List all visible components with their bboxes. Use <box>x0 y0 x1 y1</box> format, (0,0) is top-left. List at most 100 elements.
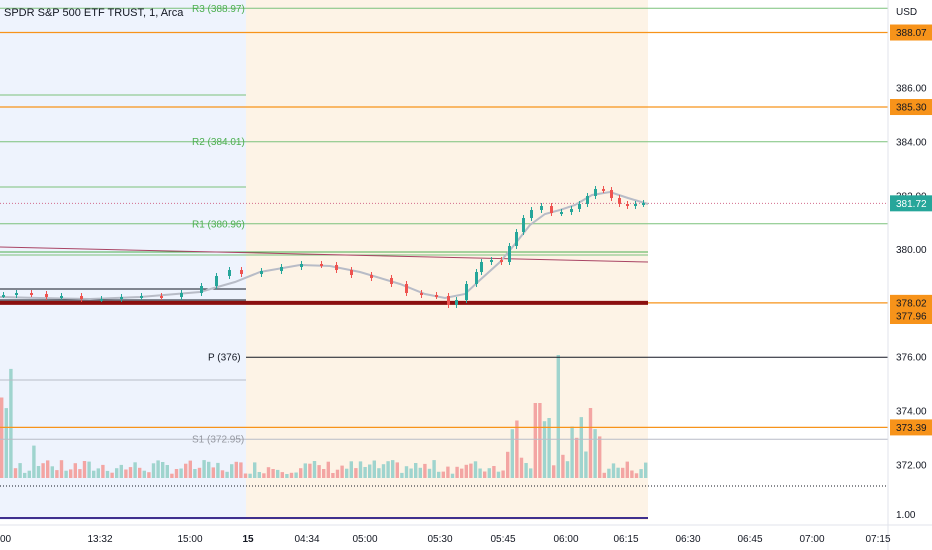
volume-bar <box>96 468 100 478</box>
volume-bar <box>400 472 404 478</box>
price-badge-label: 378.02 <box>896 298 927 309</box>
pivot-label: S1 (372.95) <box>192 435 244 446</box>
time-tick-label: 15 <box>242 534 254 545</box>
volume-bar <box>308 463 312 478</box>
volume-bar <box>547 418 551 478</box>
candle-body <box>480 262 483 272</box>
volume-bar <box>101 464 105 478</box>
candle-body <box>420 293 423 295</box>
candle-body <box>570 209 573 212</box>
volume-bar <box>124 469 128 478</box>
volume-bar <box>151 463 156 478</box>
volume-bar <box>584 451 588 478</box>
time-tick-label: 06:30 <box>675 534 700 545</box>
volume-bar <box>179 468 183 478</box>
volume-bar <box>207 461 211 478</box>
time-tick-label: 07:00 <box>799 534 824 545</box>
candle-body <box>405 284 408 293</box>
volume-bar <box>621 467 625 478</box>
candle-body <box>160 296 163 298</box>
volume-bar <box>386 461 390 478</box>
candle-body <box>260 271 263 274</box>
volume-bar <box>239 462 243 478</box>
volume-bar <box>165 465 169 478</box>
candle-body <box>550 206 553 213</box>
volume-bar <box>105 470 110 478</box>
volume-bar <box>225 471 229 478</box>
volume-bar <box>69 469 73 478</box>
symbol-title[interactable]: SPDR S&P 500 ETF TRUST, 1, Arca <box>4 7 184 19</box>
volume-bar <box>533 403 537 478</box>
time-tick-label: 07:15 <box>865 534 890 545</box>
volume-bar <box>496 471 501 478</box>
candle-body <box>335 265 338 270</box>
volume-bar <box>487 468 491 478</box>
volume-bar <box>460 468 464 478</box>
candle-body <box>618 198 621 204</box>
volume-bar <box>644 462 648 478</box>
volume-bar <box>234 461 238 478</box>
volume-bar <box>128 467 133 478</box>
volume-bar <box>372 460 376 478</box>
price-badge-label: 373.39 <box>896 423 927 434</box>
volume-bar <box>110 472 114 478</box>
indicator-tick-label: 1.00 <box>896 510 916 521</box>
candle-body <box>300 264 303 267</box>
time-tick-label: 00 <box>0 534 12 545</box>
price-badge <box>890 308 932 324</box>
volume-bar <box>345 468 349 478</box>
volume-bar <box>257 472 261 478</box>
volume-bar <box>607 468 611 478</box>
candle-body <box>508 246 511 262</box>
volume-bar <box>202 460 206 478</box>
candle-body <box>2 295 5 297</box>
volume-bar <box>331 473 335 478</box>
volume-bar <box>211 467 215 478</box>
volume-bar <box>4 408 8 478</box>
volume-bar <box>78 469 82 478</box>
time-tick-label: 05:00 <box>352 534 377 545</box>
volume-bar <box>27 470 31 478</box>
volume-bar <box>556 355 560 478</box>
volume-bar <box>294 472 298 478</box>
volume-bar <box>59 460 64 478</box>
volume-bar <box>115 468 119 478</box>
volume-bar <box>197 467 202 478</box>
premarket-session-bg <box>0 0 246 520</box>
pivot-label: R1 (380.96) <box>192 219 245 230</box>
volume-bar <box>220 470 225 478</box>
candle-body <box>634 204 637 206</box>
candle-body <box>602 189 605 191</box>
volume-bar <box>446 466 450 478</box>
volume-bar <box>13 468 18 478</box>
candle-body <box>140 296 143 298</box>
time-tick-label: 04:34 <box>294 534 319 545</box>
volume-bar <box>142 470 146 478</box>
volume-bar <box>73 463 77 478</box>
price-badge-label: 381.72 <box>896 199 927 210</box>
volume-bar <box>625 461 629 478</box>
price-tick-label: 386.00 <box>896 84 927 95</box>
volume-bar <box>570 426 574 478</box>
candle-body <box>642 203 645 205</box>
price-tick-label: 372.00 <box>896 460 927 471</box>
candle-body <box>280 267 283 271</box>
volume-bar <box>147 472 151 478</box>
volume-bar <box>289 472 294 478</box>
volume-bar <box>404 466 409 478</box>
candle-body <box>465 284 468 300</box>
candle-body <box>45 294 48 297</box>
volume-bar <box>464 464 468 478</box>
volume-bar <box>441 471 445 478</box>
time-tick-label: 06:15 <box>613 534 638 545</box>
candle-body <box>215 276 218 286</box>
volume-bar <box>271 469 275 478</box>
candle-body <box>522 218 525 232</box>
candles <box>2 186 645 308</box>
volume-bar <box>552 465 556 478</box>
volume-bar <box>64 470 68 478</box>
candle-body <box>240 270 243 274</box>
volume-bar <box>262 473 266 478</box>
